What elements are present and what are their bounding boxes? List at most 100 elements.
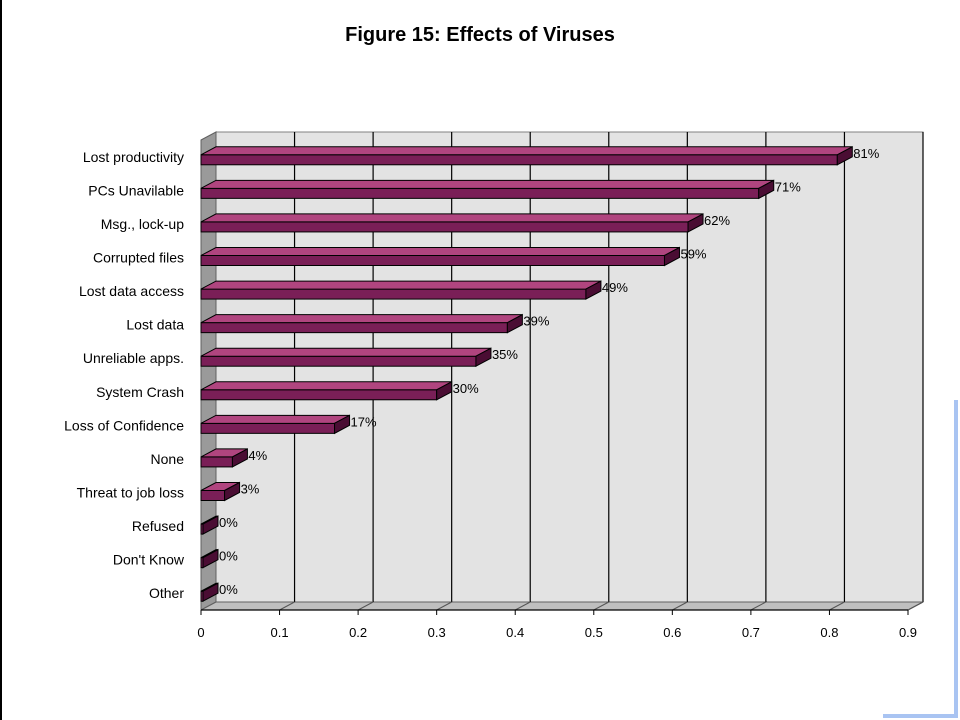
bar-front xyxy=(200,288,587,300)
bar-front xyxy=(200,187,760,199)
bar-front xyxy=(200,355,477,367)
bar-front xyxy=(200,422,336,434)
x-tick-label: 0.4 xyxy=(506,625,524,640)
slide-right-accent-bar xyxy=(954,400,958,718)
category-label: Lost productivity xyxy=(83,149,184,165)
data-label: 39% xyxy=(523,314,549,329)
bar-end xyxy=(687,213,704,233)
slide-left-border xyxy=(0,0,2,720)
data-label: 0% xyxy=(219,515,238,530)
x-tick-label: 0.5 xyxy=(585,625,603,640)
x-tick-label: 0 xyxy=(197,625,204,640)
gridline-floor xyxy=(357,601,374,611)
category-label: Don't Know xyxy=(113,552,185,568)
bar-front xyxy=(200,255,665,266)
bar-top xyxy=(200,179,774,189)
slide-bottom-accent-bar xyxy=(883,714,958,718)
category-label: Threat to job loss xyxy=(77,485,184,501)
data-label: 35% xyxy=(492,347,518,362)
bar-end xyxy=(202,582,219,603)
bar-end xyxy=(663,246,680,267)
category-label: Unreliable apps. xyxy=(83,350,184,366)
x-tick-label: 0.9 xyxy=(899,625,917,640)
bar xyxy=(200,246,680,267)
plot-side-wall xyxy=(200,131,217,611)
x-tick-label: 0.3 xyxy=(428,625,446,640)
bar xyxy=(200,515,219,535)
gridline-floor xyxy=(672,601,688,611)
x-tick-label: 0.7 xyxy=(742,625,760,640)
data-label: 59% xyxy=(680,247,706,262)
bar-end xyxy=(436,380,453,401)
plot-floor xyxy=(200,601,924,611)
category-label: Msg., lock-up xyxy=(101,216,184,232)
bar-end xyxy=(585,280,602,300)
bar-front xyxy=(200,221,689,233)
bar-end xyxy=(231,448,248,468)
gridline-floor xyxy=(593,601,610,611)
data-label: 62% xyxy=(704,213,730,228)
x-tick-label: 0.6 xyxy=(663,625,681,640)
x-tick-label: 0.2 xyxy=(349,625,367,640)
category-label: Other xyxy=(149,585,184,601)
bar-top xyxy=(200,381,452,391)
category-label: Lost data xyxy=(126,317,184,333)
bar xyxy=(200,213,704,233)
bar xyxy=(200,280,602,300)
category-label: System Crash xyxy=(96,384,184,400)
data-label: 17% xyxy=(351,414,377,429)
category-label: Lost data access xyxy=(79,283,184,299)
data-label: 49% xyxy=(602,280,628,295)
data-label: 71% xyxy=(775,179,801,194)
gridline-floor xyxy=(750,601,767,611)
data-label: 3% xyxy=(241,482,260,497)
bar-end xyxy=(836,145,853,166)
bar-top xyxy=(200,213,704,223)
category-label: Refused xyxy=(132,518,184,534)
data-label: 0% xyxy=(219,582,238,597)
bar-end xyxy=(202,548,219,569)
bar xyxy=(200,548,219,569)
gridline-floor xyxy=(279,601,295,611)
bar-top xyxy=(200,347,492,357)
bar-end xyxy=(758,179,775,200)
bar xyxy=(200,145,853,166)
bar-front xyxy=(200,389,438,401)
bar-end xyxy=(202,515,219,535)
bar-top xyxy=(200,247,680,256)
bar xyxy=(200,380,453,401)
bar-top xyxy=(200,414,350,424)
bar-end xyxy=(224,481,241,502)
bar xyxy=(200,179,775,200)
gridline-floor xyxy=(514,601,531,611)
bar xyxy=(200,448,248,468)
bar-top xyxy=(200,146,853,156)
data-label: 0% xyxy=(219,549,238,564)
bar xyxy=(200,313,523,334)
gridline-floor xyxy=(829,601,845,611)
gridline-floor xyxy=(907,601,924,611)
bar-front xyxy=(200,456,233,468)
bar-end xyxy=(506,313,523,334)
category-label: None xyxy=(151,451,185,467)
bar-top xyxy=(200,314,523,324)
chart-title: Figure 15: Effects of Viruses xyxy=(345,24,615,46)
x-tick-label: 0.8 xyxy=(820,625,838,640)
bar-front xyxy=(200,322,508,334)
data-label: 4% xyxy=(248,448,267,463)
bar xyxy=(200,481,241,502)
category-label: PCs Unavilable xyxy=(88,182,184,198)
category-label: Loss of Confidence xyxy=(64,417,184,433)
bar xyxy=(200,414,351,435)
bar-front xyxy=(200,154,838,166)
data-label: 30% xyxy=(453,381,479,396)
bar-end xyxy=(475,347,492,368)
x-tick-label: 0.1 xyxy=(271,625,289,640)
category-label: Corrupted files xyxy=(93,250,184,266)
bar xyxy=(200,347,492,368)
gridline-floor xyxy=(436,601,452,611)
bar-end xyxy=(334,414,351,435)
bar-top xyxy=(200,280,602,290)
plot-back-wall xyxy=(215,131,924,603)
